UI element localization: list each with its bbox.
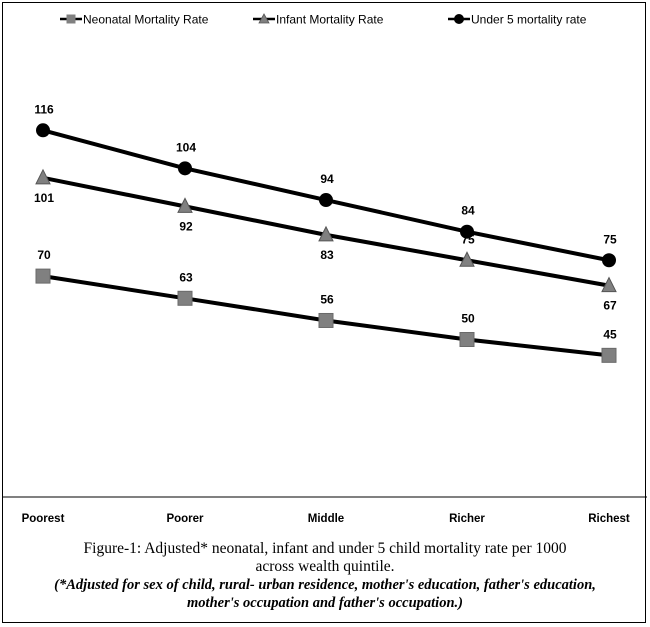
data-point: [318, 225, 334, 242]
data-point: [602, 253, 616, 268]
data-label: 84: [461, 204, 475, 218]
data-point: [177, 197, 193, 213]
data-label: 92: [179, 219, 193, 233]
data-point: [459, 332, 475, 347]
data-label: 70: [37, 248, 51, 262]
legend-marker-square: [66, 14, 76, 24]
data-point: [319, 193, 333, 208]
data-point: [178, 161, 192, 176]
data-point: [177, 290, 193, 306]
data-point: [459, 251, 475, 267]
data-label: 56: [320, 292, 334, 306]
caption-note-2: mother's occupation and father's occupat…: [187, 595, 463, 611]
data-label: 101: [34, 191, 54, 205]
series-square: 70 63 56 50 45: [35, 248, 617, 363]
legend-item: Under 5 mortality rate: [448, 13, 587, 27]
caption-note-1: (*Adjusted for sex of child, rural- urba…: [54, 577, 596, 593]
x-tick-label: Poorer: [166, 513, 204, 525]
legend-item: Neonatal Mortality Rate: [60, 13, 209, 27]
caption-line-1: Figure-1: Adjusted* neonatal, infant and…: [83, 540, 567, 557]
data-point: [601, 347, 617, 363]
legend-label: Infant Mortality Rate: [276, 13, 384, 27]
data-point: [318, 312, 334, 328]
series-circle: 116 104 94 84 75: [34, 102, 617, 268]
data-label: 94: [320, 172, 334, 186]
x-tick-label: Richest: [588, 513, 630, 525]
legend-marker-circle: [454, 14, 464, 24]
x-tick-label: Richer: [449, 513, 485, 525]
data-label: 63: [179, 270, 193, 284]
data-point: [460, 224, 474, 239]
x-tick-label: Middle: [308, 513, 344, 525]
legend-item: Infant Mortality Rate: [253, 13, 384, 27]
data-label: 50: [461, 312, 475, 326]
data-point: [36, 123, 50, 138]
data-label: 104: [176, 140, 196, 154]
figure-caption: Figure-1: Adjusted* neonatal, infant and…: [3, 540, 647, 612]
data-label: 45: [603, 327, 617, 341]
data-label: 75: [603, 232, 617, 246]
data-label: 67: [603, 299, 617, 313]
x-axis-ticks: Poorest Poorer Middle Richer Richest: [22, 513, 630, 525]
data-point: [601, 276, 617, 293]
legend-label: Under 5 mortality rate: [471, 13, 587, 27]
series-triangle: 101 92 83 75 67: [34, 168, 617, 313]
data-label: 83: [320, 248, 334, 262]
data-point: [35, 268, 51, 284]
chart-legend: Neonatal Mortality Rate Infant Mortality …: [60, 13, 587, 27]
caption-line-2: across wealth quintile.: [255, 558, 395, 575]
data-point: [35, 168, 51, 185]
line-chart: Neonatal Mortality Rate Infant Mortality …: [3, 13, 647, 525]
x-tick-label: Poorest: [22, 513, 65, 525]
data-label: 116: [34, 102, 54, 116]
legend-marker-triangle: [258, 13, 270, 24]
legend-label: Neonatal Mortality Rate: [83, 13, 209, 27]
